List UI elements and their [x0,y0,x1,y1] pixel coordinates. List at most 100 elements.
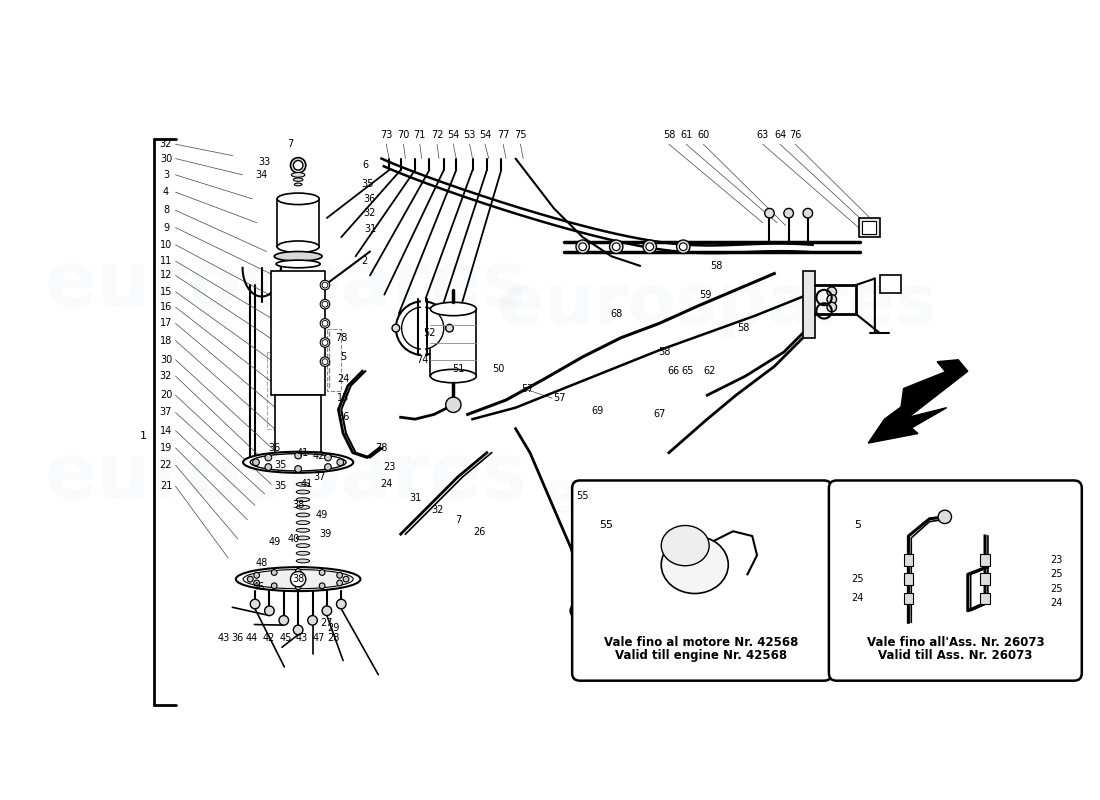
Bar [859,218,880,237]
Ellipse shape [296,559,309,563]
Bar [862,221,876,234]
Text: 24: 24 [337,374,350,384]
Text: 30: 30 [160,154,172,163]
Text: 23: 23 [383,462,395,472]
Ellipse shape [250,454,346,471]
Text: 1: 1 [140,431,146,442]
Circle shape [254,580,260,586]
Text: 28: 28 [328,633,340,642]
Ellipse shape [296,513,309,517]
Text: 32: 32 [431,505,443,515]
Bar [327,329,341,391]
Text: 51: 51 [452,364,464,374]
Text: 29: 29 [328,623,340,633]
Circle shape [250,599,260,609]
Circle shape [319,583,324,589]
Text: 24: 24 [851,594,864,603]
Text: 43: 43 [296,633,308,642]
Circle shape [295,452,301,459]
Circle shape [265,454,272,461]
Circle shape [290,571,306,587]
Bar [980,593,990,604]
Text: 21: 21 [160,482,172,491]
Ellipse shape [274,251,322,261]
Text: 66: 66 [668,366,680,376]
Text: 49: 49 [316,510,328,520]
Circle shape [613,243,620,250]
Text: 42: 42 [262,633,275,642]
Text: eurospares: eurospares [541,469,892,523]
Circle shape [320,280,330,290]
Circle shape [248,576,253,582]
Bar [803,270,814,338]
Circle shape [294,625,302,634]
Text: 59: 59 [700,290,712,300]
Text: 38: 38 [292,500,305,510]
Circle shape [576,240,590,254]
Circle shape [579,243,586,250]
Ellipse shape [296,506,309,510]
Text: Valid till Ass. Nr. 26073: Valid till Ass. Nr. 26073 [878,650,1033,662]
Text: 7: 7 [455,514,461,525]
Text: 11: 11 [160,256,172,266]
Text: 19: 19 [160,443,172,453]
Text: 57: 57 [553,393,565,403]
Bar [903,554,913,566]
Circle shape [680,243,688,250]
Text: 73: 73 [381,130,393,140]
Text: 10: 10 [160,240,172,250]
Text: 52: 52 [424,328,436,338]
Bar [880,275,901,293]
Circle shape [322,302,328,307]
Circle shape [392,324,399,332]
Text: 50: 50 [492,364,505,374]
Ellipse shape [296,490,309,494]
Text: 44: 44 [246,633,258,642]
Text: 69: 69 [591,406,603,417]
Circle shape [827,287,836,297]
Text: 68: 68 [610,309,623,318]
Ellipse shape [243,570,353,589]
Text: eurospares: eurospares [44,248,527,322]
Text: eurospares: eurospares [497,270,936,338]
Text: 35: 35 [275,482,287,491]
Circle shape [320,338,330,347]
Text: 70: 70 [397,130,409,140]
Text: 38: 38 [292,574,305,584]
Text: 42: 42 [314,450,326,461]
Ellipse shape [296,521,309,525]
Text: 55: 55 [600,519,614,530]
Text: 74: 74 [417,354,429,365]
Ellipse shape [294,178,302,182]
Circle shape [570,603,585,618]
Text: 58: 58 [658,347,670,357]
Ellipse shape [296,536,309,540]
Text: 2: 2 [361,256,367,266]
Text: eurospares: eurospares [44,440,527,514]
Text: 76: 76 [789,130,802,140]
Text: 23: 23 [1050,555,1063,565]
Circle shape [295,584,301,590]
Text: 45: 45 [279,633,292,642]
Bar [430,309,476,376]
Bar [275,395,321,458]
Text: 5: 5 [340,352,346,362]
Text: 41: 41 [300,479,312,490]
Circle shape [322,340,328,346]
Text: 17: 17 [160,318,172,328]
Text: 31: 31 [409,493,421,502]
Text: 3: 3 [163,170,169,180]
Text: 65: 65 [682,366,694,376]
Circle shape [764,208,774,218]
Text: 43: 43 [218,633,230,642]
Circle shape [337,459,343,466]
Text: 26: 26 [473,527,485,538]
Text: 67: 67 [653,410,666,419]
Ellipse shape [296,544,309,547]
Ellipse shape [661,536,728,594]
Text: 36: 36 [232,633,244,642]
Text: 24: 24 [1050,598,1063,608]
Text: 39: 39 [320,529,332,539]
Text: 46: 46 [253,582,265,592]
Circle shape [308,615,317,625]
